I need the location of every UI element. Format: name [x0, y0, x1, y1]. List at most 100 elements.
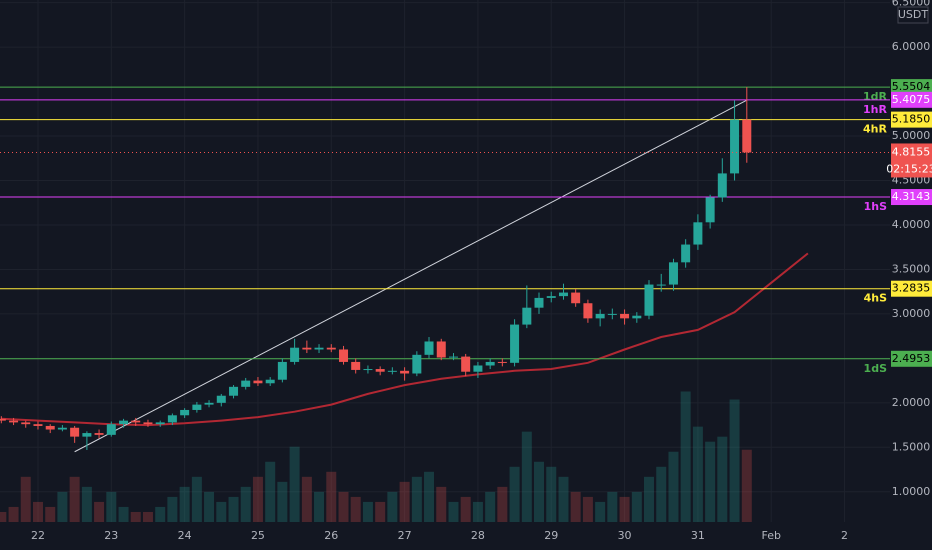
candle-body [461, 356, 471, 372]
volume-bar [595, 501, 606, 522]
currency-label: USDT [898, 8, 929, 21]
level-price-label: 5.1850 [892, 113, 931, 126]
candle-body [33, 424, 43, 426]
volume-bar [155, 506, 166, 522]
trendline [74, 100, 747, 453]
candle-body [204, 402, 214, 405]
level-price-label: 5.5504 [892, 80, 931, 93]
candle-body [216, 395, 226, 403]
candle-body [436, 341, 446, 358]
volume-bar [301, 476, 312, 522]
candle-body [412, 354, 422, 374]
level-price-box [891, 79, 932, 96]
y-tick-label: 3.0000 [892, 307, 931, 320]
volume-bar [399, 481, 410, 522]
y-tick-label: 1.0000 [892, 485, 931, 498]
volume-bar [252, 476, 263, 522]
y-tick-label: 1.5000 [892, 440, 931, 453]
candle-body [717, 173, 727, 198]
volume-bar [668, 451, 679, 522]
volume-bar [191, 476, 202, 522]
volume-bar [607, 491, 618, 522]
volume-bar [582, 496, 593, 522]
candle-body [558, 292, 568, 297]
candle-body [241, 380, 251, 387]
x-tick-label: 22 [31, 529, 45, 542]
candle-body [155, 422, 165, 425]
volume-bar [314, 491, 325, 522]
volume-bar [472, 501, 483, 522]
level-tag: 1hR [863, 103, 887, 116]
volume-bar [362, 501, 373, 522]
volume-bar [509, 466, 520, 522]
candle-body [632, 315, 642, 319]
volume-bar [729, 399, 740, 522]
y-tick-label: 5.0000 [892, 129, 931, 142]
volume-bar [32, 501, 43, 522]
volume-bar [546, 466, 557, 522]
currency-box [897, 6, 929, 24]
candle-body [131, 420, 141, 423]
candle-body [644, 284, 654, 316]
candle-body [522, 307, 532, 325]
y-tick-label: 2.0000 [892, 396, 931, 409]
candle-body [277, 361, 287, 380]
volume-bar [705, 441, 716, 522]
candle-body [82, 433, 92, 437]
candle-body [473, 365, 483, 372]
candle-body [693, 222, 703, 245]
candle-body [595, 313, 605, 319]
candle-body [192, 404, 202, 410]
volume-bar [680, 391, 691, 522]
volume-bar [167, 496, 178, 522]
volume-bar [411, 476, 422, 522]
candle-body [546, 296, 556, 298]
y-tick-label: 3.5000 [892, 262, 931, 275]
level-price-label: 4.3143 [892, 190, 931, 203]
volume-bar [534, 461, 545, 522]
x-tick-label: 24 [178, 529, 192, 542]
level-tag: 4hS [864, 292, 887, 305]
countdown: 02:15:23 [886, 162, 932, 175]
candle-body [424, 341, 434, 355]
level-price-box [891, 189, 932, 206]
candle-body [742, 119, 752, 153]
candle-body [607, 313, 617, 315]
candle-body [497, 361, 507, 363]
volume-bar [521, 431, 532, 522]
volume-bar [289, 446, 300, 522]
x-tick-label: 30 [618, 529, 632, 542]
candle-body [314, 347, 324, 350]
candle-body [143, 422, 153, 425]
level-price-box [891, 350, 932, 367]
candle-body [730, 119, 740, 174]
candle-body [656, 284, 666, 286]
x-tick-label: 31 [691, 529, 705, 542]
volume-bar [338, 491, 349, 522]
candle-body [70, 427, 80, 437]
level-tag: 1dR [863, 90, 888, 103]
candle-body [571, 292, 581, 304]
level-tag: 1dS [864, 362, 888, 375]
candle-body [0, 418, 6, 421]
x-tick-label: 29 [544, 529, 558, 542]
candle-body [253, 380, 263, 384]
volume-bar [69, 476, 80, 522]
candle-body [229, 386, 239, 396]
volume-bar [656, 466, 667, 522]
x-tick-label: Feb [761, 529, 780, 542]
candle-body [351, 361, 361, 370]
candle-body [302, 347, 312, 350]
candle-body [9, 420, 19, 423]
volume-bar [326, 471, 337, 522]
volume-bar [142, 511, 153, 522]
level-price-label: 2.4953 [892, 352, 931, 365]
candle-body [119, 420, 129, 425]
volume-bar [448, 501, 459, 522]
volume-bar [8, 506, 19, 522]
volume-bar [741, 449, 752, 522]
level-price-box [891, 280, 932, 297]
volume-bar [265, 461, 276, 522]
volume-bar [619, 496, 630, 522]
